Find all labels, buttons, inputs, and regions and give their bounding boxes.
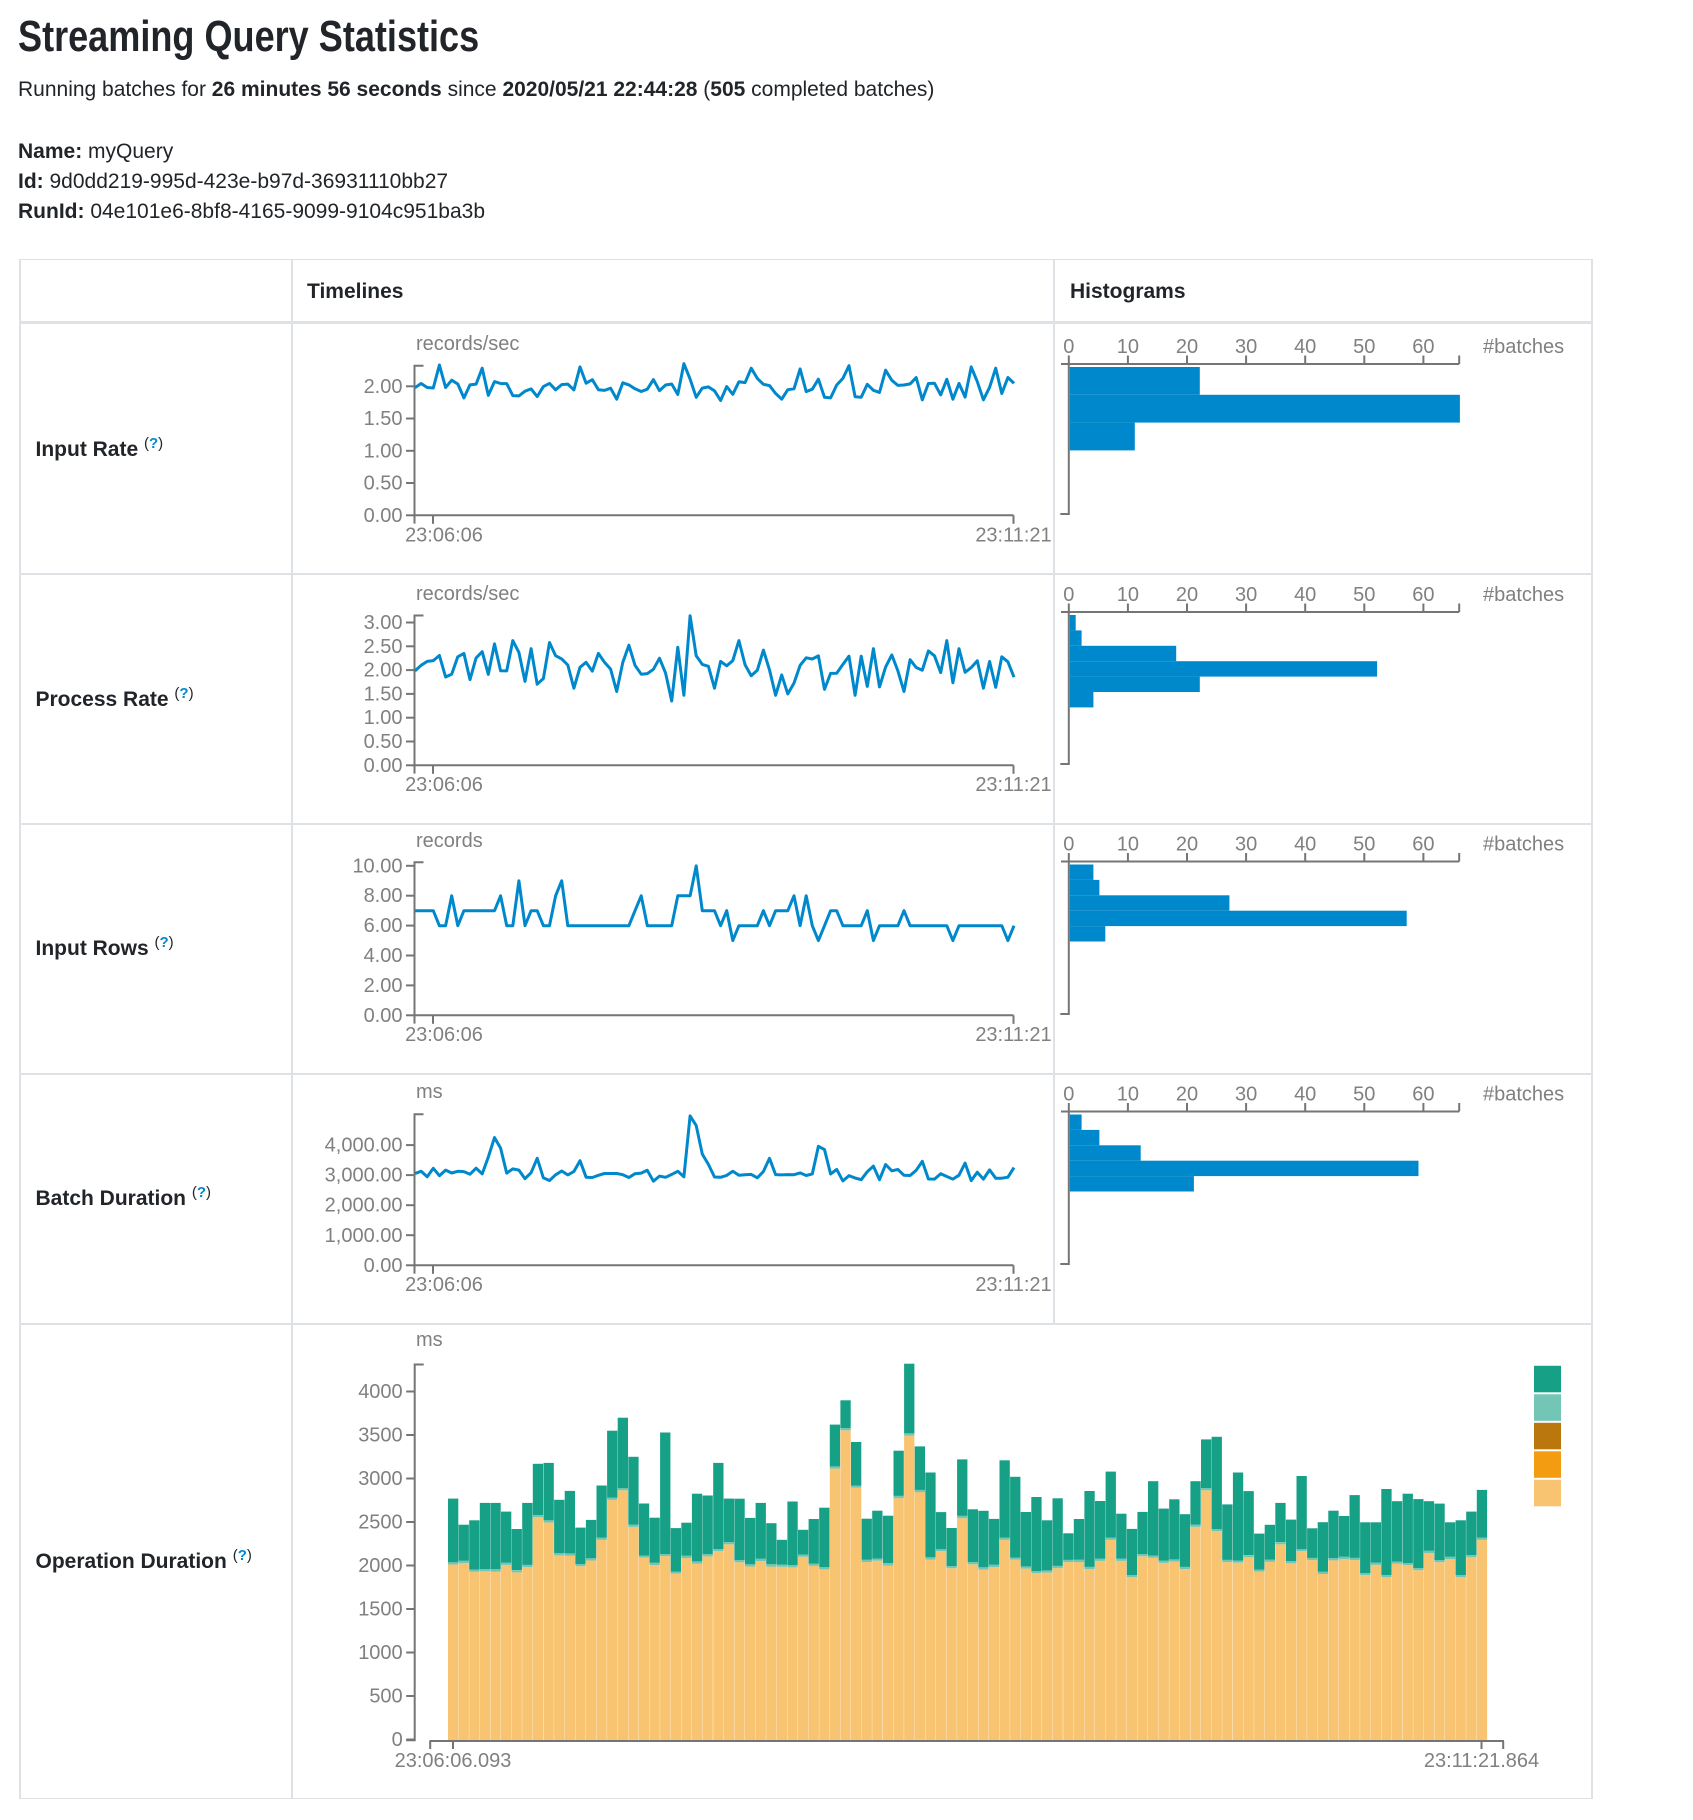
svg-text:50: 50 [1353,336,1375,358]
svg-text:30: 30 [1235,834,1257,856]
svg-text:23:11:21: 23:11:21 [975,1274,1051,1296]
svg-text:1500: 1500 [358,1599,403,1621]
svg-text:60: 60 [1412,1084,1434,1106]
svg-text:23:11:21: 23:11:21 [975,774,1051,796]
svg-text:23:06:06: 23:06:06 [405,1274,483,1296]
svg-text:0: 0 [1063,1084,1074,1106]
svg-text:6.00: 6.00 [364,915,403,937]
svg-text:8.00: 8.00 [364,885,403,907]
svg-text:50: 50 [1353,834,1375,856]
svg-text:2,000.00: 2,000.00 [325,1195,403,1217]
svg-text:0.00: 0.00 [364,1255,403,1277]
svg-text:records/sec: records/sec [416,583,519,605]
svg-text:4,000.00: 4,000.00 [325,1135,403,1157]
svg-text:ms: ms [416,1081,443,1103]
svg-text:20: 20 [1176,584,1198,606]
svg-text:30: 30 [1235,336,1257,358]
svg-text:0: 0 [1063,834,1074,856]
svg-text:0.50: 0.50 [364,731,403,753]
svg-text:10: 10 [1117,584,1139,606]
svg-text:3,000.00: 3,000.00 [325,1165,403,1187]
svg-text:60: 60 [1412,336,1434,358]
svg-text:0.00: 0.00 [364,505,403,527]
svg-text:40: 40 [1294,834,1316,856]
svg-text:23:11:21.864: 23:11:21.864 [1424,1750,1539,1772]
svg-text:3000: 3000 [358,1468,403,1490]
svg-text:23:11:21: 23:11:21 [975,524,1051,546]
svg-text:0: 0 [1063,336,1074,358]
svg-text:40: 40 [1294,336,1316,358]
svg-text:1.00: 1.00 [364,707,403,729]
svg-text:#batches: #batches [1483,336,1564,358]
svg-text:2500: 2500 [358,1512,403,1534]
svg-text:60: 60 [1412,584,1434,606]
svg-text:4000: 4000 [358,1381,403,1403]
svg-text:2.00: 2.00 [364,660,403,682]
svg-text:records/sec: records/sec [416,333,519,355]
svg-text:3.00: 3.00 [364,612,403,634]
svg-text:23:06:06: 23:06:06 [405,524,483,546]
svg-text:2.00: 2.00 [364,376,403,398]
svg-text:1000: 1000 [358,1642,403,1664]
svg-text:#batches: #batches [1483,834,1564,856]
svg-text:0.50: 0.50 [364,473,403,495]
svg-text:3500: 3500 [358,1425,403,1447]
svg-text:20: 20 [1176,1084,1198,1106]
svg-text:50: 50 [1353,584,1375,606]
svg-text:10.00: 10.00 [352,855,402,877]
svg-text:50: 50 [1353,1084,1375,1106]
svg-text:1.00: 1.00 [364,440,403,462]
svg-text:records: records [416,830,483,852]
svg-text:#batches: #batches [1483,1084,1564,1106]
svg-text:40: 40 [1294,1084,1316,1106]
svg-text:2.00: 2.00 [364,975,403,997]
svg-text:23:06:06: 23:06:06 [405,774,483,796]
svg-text:60: 60 [1412,834,1434,856]
svg-text:40: 40 [1294,584,1316,606]
svg-text:#batches: #batches [1483,584,1564,606]
svg-text:10: 10 [1117,834,1139,856]
svg-text:0: 0 [392,1729,403,1751]
svg-text:20: 20 [1176,336,1198,358]
svg-text:0: 0 [1063,584,1074,606]
svg-text:30: 30 [1235,1084,1257,1106]
svg-text:ms: ms [416,1329,443,1351]
svg-text:30: 30 [1235,584,1257,606]
svg-text:0.00: 0.00 [364,1005,403,1027]
svg-text:2.50: 2.50 [364,636,403,658]
svg-text:10: 10 [1117,1084,1139,1106]
svg-text:23:06:06.093: 23:06:06.093 [395,1750,512,1772]
svg-text:23:11:21: 23:11:21 [975,1024,1051,1046]
svg-text:20: 20 [1176,834,1198,856]
svg-text:10: 10 [1117,336,1139,358]
svg-text:23:06:06: 23:06:06 [405,1024,483,1046]
svg-text:4.00: 4.00 [364,945,403,967]
svg-text:1.50: 1.50 [364,683,403,705]
svg-text:2000: 2000 [358,1555,403,1577]
svg-text:1,000.00: 1,000.00 [325,1225,403,1247]
svg-text:1.50: 1.50 [364,408,403,430]
svg-text:500: 500 [369,1686,402,1708]
svg-text:0.00: 0.00 [364,755,403,777]
